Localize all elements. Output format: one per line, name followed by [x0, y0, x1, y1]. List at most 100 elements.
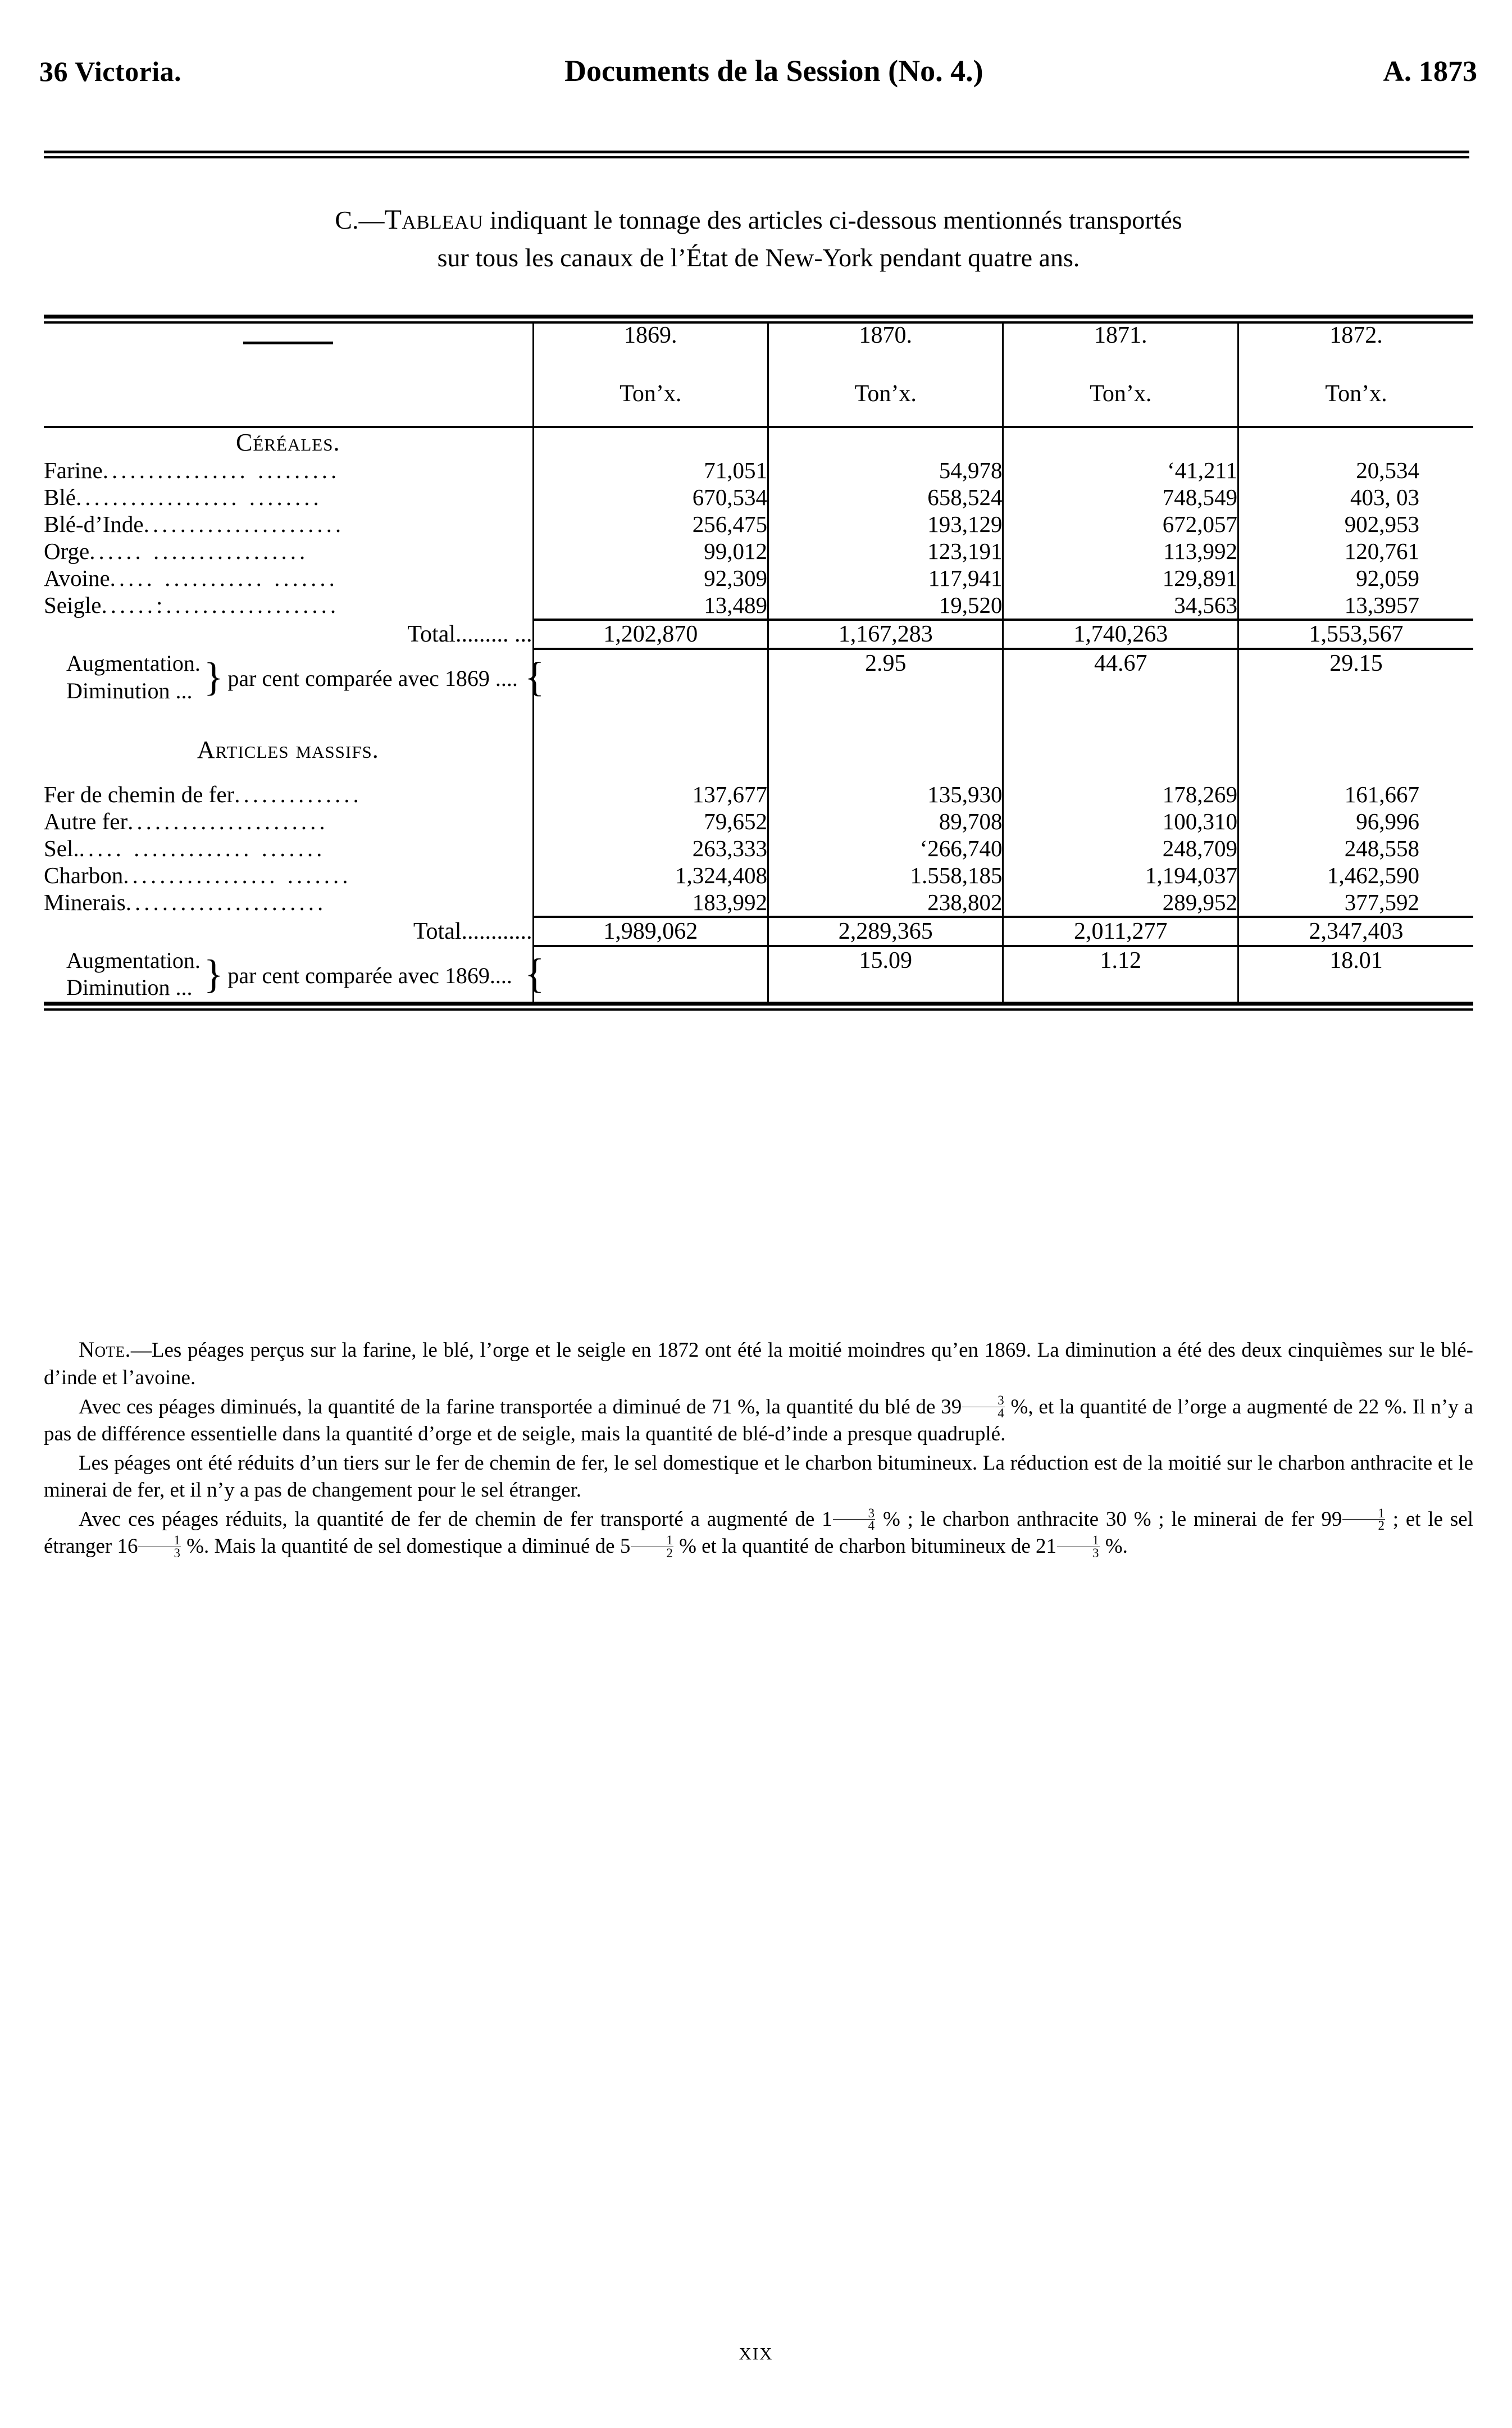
percent-1872: 18.01 [1237, 947, 1473, 1002]
total-bottom-rule [44, 944, 1473, 947]
row-label-text: Orge [44, 538, 90, 564]
cell-1872: 120,761 [1237, 538, 1473, 565]
cell-1870: 193,129 [767, 511, 1003, 538]
total-1869: 1,989,062 [532, 917, 768, 945]
cell-1869: 256,475 [532, 511, 768, 538]
column-header-1872: 1872. Ton’x. [1237, 322, 1473, 426]
row-label: Charbon................. ....... [44, 862, 533, 889]
table-row: Sel...... ............. ....... 263,333 … [44, 834, 1473, 862]
section-gap [44, 704, 1473, 735]
cell-1870: 658,524 [767, 484, 1003, 511]
cell-1871: 34,563 [1002, 592, 1238, 619]
cell-1871: 129,891 [1002, 565, 1238, 592]
total-1871: 2,011,277 [1002, 917, 1238, 945]
row-label-text: Blé-d’Inde [44, 511, 144, 537]
row-label: Blé.................. ........ [44, 484, 533, 511]
row-label: Orge...... ................. [44, 538, 533, 565]
row-label-text: Charbon [44, 862, 124, 888]
column-unit: Ton’x. [1325, 381, 1387, 407]
leader-dots: ...................... [143, 511, 345, 537]
table-row: Farine................ ......... 71,051 … [44, 457, 1473, 484]
page-folio: xix [739, 2338, 773, 2365]
cell-1870: 54,978 [767, 457, 1003, 484]
cell-1870: 89,708 [767, 807, 1003, 835]
cell-1870: 135,930 [767, 780, 1003, 808]
total-row-cereales: Total......... ... 1,202,870 1,167,283 1… [44, 621, 1473, 648]
leader-dots: ...................... [125, 889, 327, 915]
percent-1871: 1.12 [1002, 947, 1238, 1002]
leader-dots: ..... ............. ....... [79, 835, 326, 861]
cell-1870: 1.558,185 [767, 861, 1003, 889]
total-bottom-rule [44, 648, 1473, 650]
column-unit: Ton’x. [1090, 381, 1152, 407]
table-row: Avoine..... ........... ....... 92,309 1… [44, 565, 1473, 592]
leader-dots: .................. ........ [75, 484, 322, 510]
table-row: Autre fer...................... 79,652 8… [44, 807, 1473, 835]
header-blank-dash [44, 324, 533, 426]
table-bottom-double-rule [44, 1002, 1473, 1011]
percent-1871: 44.67 [1002, 650, 1238, 705]
total-1870: 2,289,365 [767, 917, 1003, 945]
caption-line1: indiquant le tonnage des articles ci-des… [483, 206, 1182, 234]
cell-1870: 117,941 [767, 565, 1003, 592]
cell-1871: 1,194,037 [1002, 861, 1238, 889]
cell-1872: 13,3957 [1237, 592, 1473, 619]
total-1872: 2,347,403 [1237, 917, 1473, 945]
percent-tail-text: par cent comparée avec 1869.... [227, 962, 512, 988]
note-paragraph-4-text-e: % et la quantité de charbon bitumineux d… [673, 1535, 1057, 1558]
cell-1872: 20,534 [1237, 457, 1473, 484]
running-head: 36 Victoria. Documents de la Session (No… [39, 53, 1477, 88]
note-paragraph-1: Note.—Les péages perçus sur la farine, l… [44, 1336, 1473, 1392]
total-1871: 1,740,263 [1002, 621, 1238, 648]
section-heading-row-cereales: Céréales. [44, 428, 1473, 457]
row-label: Sel...... ............. ....... [44, 835, 533, 862]
percent-label-diminution: Diminution ... [66, 975, 193, 1001]
note-paragraph-1-text: —Les péages perçus sur la farine, le blé… [44, 1339, 1473, 1389]
right-brace-icon: { [524, 654, 545, 701]
cell-1872: 248,558 [1237, 834, 1473, 862]
cell-1870: ‘266,740 [767, 834, 1003, 862]
note-paragraph-4-text-b: % ; le charbon anthracite 30 % ; le mine… [876, 1508, 1342, 1531]
cell-1871: 100,310 [1002, 807, 1238, 835]
percent-tail-text: par cent comparée avec 1869 .... [227, 666, 518, 692]
cell-1872: 161,667 [1237, 780, 1473, 808]
row-label: Fer de chemin de fer.............. [44, 781, 533, 808]
leader-dots: ...... ................. [89, 538, 309, 564]
cell-1869: 99,012 [532, 538, 768, 565]
table-top-double-rule [44, 315, 1473, 324]
percent-label-block: Augmentation. Diminution ... } par cent … [44, 947, 545, 1002]
cell-1870: 123,191 [767, 538, 1003, 565]
percent-label-stack: Augmentation. Diminution ... [66, 650, 201, 705]
table-row: Minerais...................... 183,992 2… [44, 888, 1473, 916]
cell-1871: 113,992 [1002, 538, 1238, 565]
note-paragraph-2: Avec ces péages diminués, la quantité de… [44, 1394, 1473, 1448]
column-header-1869: 1869. Ton’x. [532, 324, 768, 426]
table-row: Charbon................. ....... 1,324,4… [44, 861, 1473, 889]
table-row: Fer de chemin de fer.............. 137,6… [44, 780, 1473, 808]
table-header-row: 1869. Ton’x. 1870. Ton’x. 1871. Ton’x. 1… [44, 324, 1473, 426]
note-paragraph-4: Avec ces péages réduits, la quantité de … [44, 1506, 1473, 1560]
running-head-right: A. 1873 [1383, 56, 1477, 88]
total-label: Total............ [413, 918, 532, 944]
running-head-left: 36 Victoria. [39, 56, 182, 87]
cell-1870: 19,520 [767, 592, 1003, 619]
table-row: Seigle......:................... 13,489 … [44, 592, 1473, 619]
cell-1869: 79,652 [532, 807, 768, 835]
column-header-1870: 1870. Ton’x. [767, 322, 1003, 426]
total-row-articles-massifs: Total............ 1,989,062 2,289,365 2,… [44, 917, 1473, 945]
note-paragraph-4-text-f: %. [1100, 1535, 1128, 1558]
cell-1871: ‘41,211 [1002, 457, 1238, 484]
column-header-1871: 1871. Ton’x. [1002, 324, 1238, 426]
total-top-rule [44, 915, 1473, 918]
table-caption: C.—Tableau indiquant le tonnage des arti… [44, 199, 1473, 276]
section-subgap [44, 763, 1473, 781]
row-label-text: Minerais [44, 889, 126, 915]
header-double-rule [44, 151, 1469, 158]
column-year: 1872. [1329, 322, 1383, 348]
column-year: 1870. [859, 322, 912, 348]
